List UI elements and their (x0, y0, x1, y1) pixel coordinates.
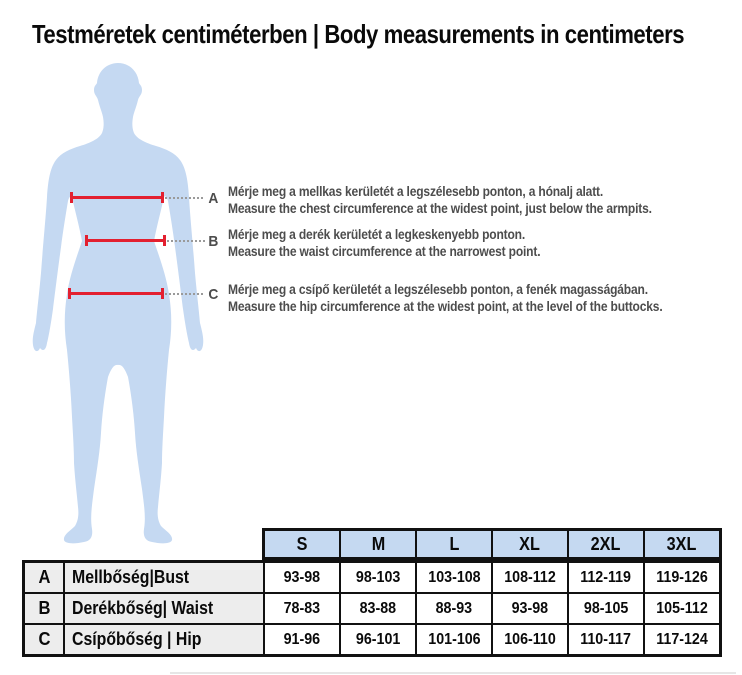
hip-value-2xl: 110-117 (569, 625, 643, 654)
hip-annotation: Mérje meg a csípő kerületét a legszélese… (228, 281, 742, 315)
cropped-row-artifact (170, 672, 736, 674)
bust-value-xl: 108-112 (493, 563, 567, 592)
waist-value-2xl: 98-105 (569, 594, 643, 623)
row-bust-letter: A (25, 563, 63, 592)
hip-value-m: 96-101 (341, 625, 415, 654)
waist-annotation-en: Measure the waist circumference at the n… (228, 243, 541, 259)
row-waist-letter: B (25, 594, 63, 623)
hip-value-xl: 106-110 (493, 625, 567, 654)
waist-value-m: 83-88 (341, 594, 415, 623)
bust-value-2xl: 112-119 (569, 563, 643, 592)
size-header-m: M (341, 531, 415, 557)
waist-value-xl: 93-98 (493, 594, 567, 623)
hip-annotation-hu: Mérje meg a csípő kerületét a legszélese… (228, 281, 648, 297)
bust-value-m: 98-103 (341, 563, 415, 592)
waist-connector-line (167, 240, 205, 242)
waist-measure-line (85, 235, 166, 246)
bust-value-3xl: 119-126 (645, 563, 719, 592)
size-header-s: S (265, 531, 339, 557)
waist-letter: B (208, 233, 219, 250)
chest-annotation-hu: Mérje meg a mellkas kerületét a legszéle… (228, 183, 604, 199)
row-waist-label: Derékbőség| Waist (65, 594, 263, 623)
chest-annotation-en: Measure the chest circumference at the w… (228, 200, 652, 216)
body-silhouette-figure (0, 55, 240, 555)
waist-annotation: Mérje meg a derék kerületét a legkeskeny… (228, 226, 742, 260)
hip-letter: C (208, 286, 219, 303)
waist-value-3xl: 105-112 (645, 594, 719, 623)
hip-value-s: 91-96 (265, 625, 339, 654)
row-hip-letter: C (25, 625, 63, 654)
size-header-row: S M L XL 2XL 3XL (262, 528, 722, 560)
size-header-3xl: 3XL (645, 531, 719, 557)
hip-value-l: 101-106 (417, 625, 491, 654)
bust-value-l: 103-108 (417, 563, 491, 592)
size-header-2xl: 2XL (569, 531, 643, 557)
hip-measure-line (68, 288, 164, 299)
chest-letter: A (208, 190, 219, 207)
chest-annotation: Mérje meg a mellkas kerületét a legszéle… (228, 183, 742, 217)
chest-measure-line (70, 192, 164, 203)
measurements-table: A Mellbőség|Bust 93-98 98-103 103-108 10… (22, 560, 722, 657)
row-hip-label: Csípőbőség | Hip (65, 625, 263, 654)
hip-value-3xl: 117-124 (645, 625, 719, 654)
waist-annotation-hu: Mérje meg a derék kerületét a legkeskeny… (228, 226, 526, 242)
body-silhouette-svg (32, 63, 204, 544)
page-title: Testméretek centiméterben | Body measure… (32, 19, 685, 49)
hip-connector-line (165, 293, 203, 295)
bust-value-s: 93-98 (265, 563, 339, 592)
waist-value-s: 78-83 (265, 594, 339, 623)
waist-value-l: 88-93 (417, 594, 491, 623)
chest-connector-line (165, 197, 203, 199)
size-header-xl: XL (493, 531, 567, 557)
row-bust-label: Mellbőség|Bust (65, 563, 263, 592)
hip-annotation-en: Measure the hip circumference at the wid… (228, 298, 663, 314)
size-header-l: L (417, 531, 491, 557)
